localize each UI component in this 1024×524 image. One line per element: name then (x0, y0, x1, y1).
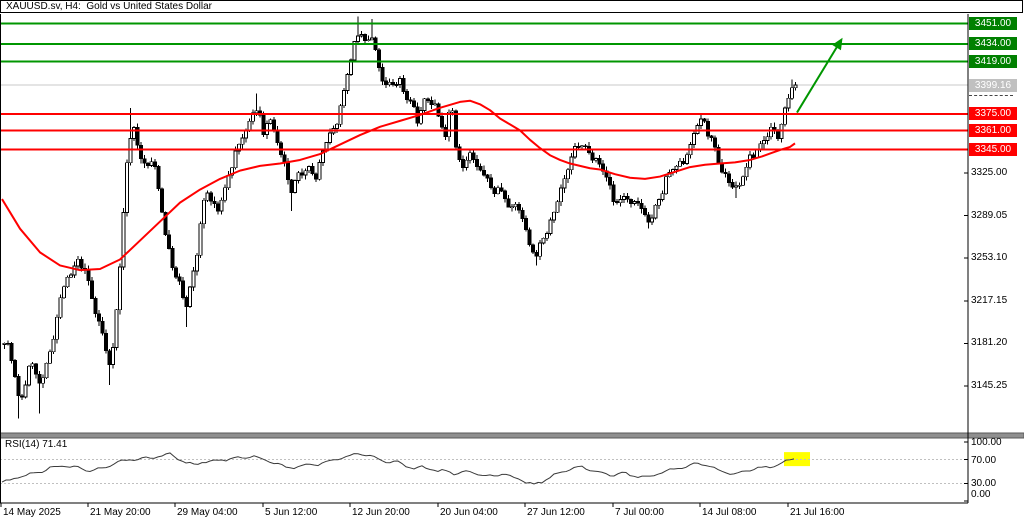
time-axis-tick[interactable]: 21 Jul 16:00 (790, 507, 845, 518)
level-price-label[interactable]: 3361.00 (969, 123, 1017, 137)
rsi-axis-tick: 0.00 (971, 489, 991, 500)
time-axis-tick[interactable]: 20 Jun 04:00 (440, 507, 498, 518)
chart-title: XAUUSD.sv, H4: Gold vs United States Dol… (6, 1, 212, 12)
time-axis-tick[interactable]: 29 May 04:00 (177, 507, 238, 518)
price-axis-tick: 3181.20 (971, 337, 1008, 349)
level-price-label[interactable]: 3434.00 (969, 37, 1017, 51)
price-axis-tick: 3325.00 (971, 167, 1008, 178)
price-axis-tick: 3145.25 (971, 380, 1008, 391)
bid-price-label: 3399.16 (969, 78, 1017, 92)
time-axis-tick[interactable]: 27 Jun 12:00 (527, 507, 585, 518)
time-axis-tick[interactable]: 14 May 2025 (3, 507, 61, 518)
bid-label-dashes (969, 92, 1013, 97)
level-price-label[interactable]: 3419.00 (969, 55, 1017, 69)
rsi-axis-tick: 30.00 (971, 478, 997, 490)
time-axis-tick[interactable]: 12 Jun 20:00 (352, 507, 410, 518)
price-axis-tick: 3289.05 (971, 209, 1008, 221)
level-price-label[interactable]: 3345.00 (969, 142, 1017, 156)
price-axis-tick: 3253.10 (971, 252, 1008, 264)
level-price-label[interactable]: 3451.00 (969, 17, 1017, 31)
rsi-axis-tick: 70.00 (971, 454, 997, 466)
up-arrow-annotation (832, 37, 843, 51)
time-axis-tick[interactable]: 21 May 20:00 (90, 507, 151, 518)
time-axis-tick[interactable]: 5 Jun 12:00 (265, 507, 318, 518)
price-axis-tick: 3217.15 (971, 294, 1008, 306)
rsi-axis-tick: 100.00 (971, 437, 1002, 448)
time-axis-tick[interactable]: 14 Jul 08:00 (702, 507, 757, 518)
chart-header: XAUUSD.sv, H4: Gold vs United States Dol… (0, 0, 1023, 13)
level-price-label[interactable]: 3375.00 (969, 107, 1017, 121)
time-axis-tick[interactable]: 7 Jul 00:00 (615, 507, 664, 518)
rsi-indicator-label: RSI(14) 71.41 (5, 439, 68, 450)
